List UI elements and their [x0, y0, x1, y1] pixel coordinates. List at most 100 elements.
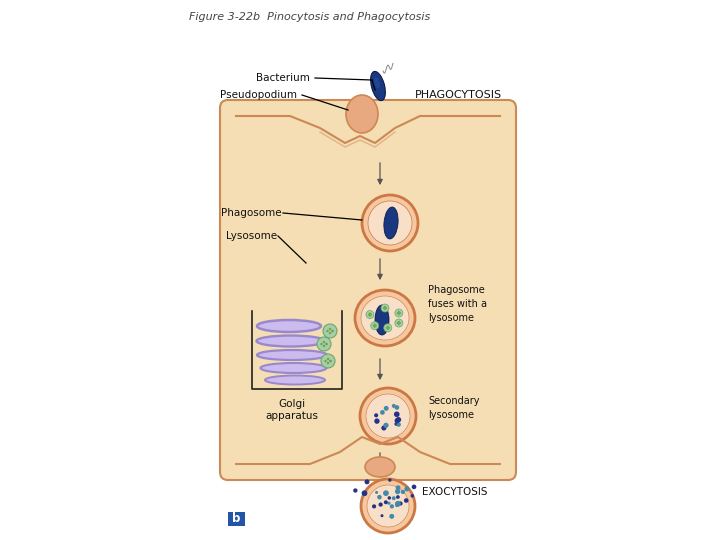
Ellipse shape — [398, 323, 400, 325]
FancyBboxPatch shape — [220, 100, 516, 480]
Ellipse shape — [355, 290, 415, 346]
Ellipse shape — [346, 95, 378, 133]
Ellipse shape — [390, 504, 394, 509]
Ellipse shape — [257, 350, 327, 360]
Ellipse shape — [323, 345, 325, 347]
Ellipse shape — [395, 418, 400, 423]
Ellipse shape — [395, 309, 403, 317]
Ellipse shape — [385, 307, 387, 309]
Ellipse shape — [388, 478, 392, 482]
Ellipse shape — [395, 501, 401, 507]
Ellipse shape — [329, 332, 331, 334]
Ellipse shape — [383, 307, 384, 309]
Ellipse shape — [320, 343, 323, 345]
Ellipse shape — [371, 322, 379, 329]
Ellipse shape — [395, 319, 403, 327]
Text: Phagosome
fuses with a
lysosome: Phagosome fuses with a lysosome — [428, 285, 487, 323]
Ellipse shape — [394, 411, 400, 417]
Ellipse shape — [323, 324, 337, 338]
Ellipse shape — [387, 502, 390, 505]
Ellipse shape — [366, 394, 410, 438]
Ellipse shape — [398, 321, 400, 323]
Ellipse shape — [410, 494, 414, 498]
Ellipse shape — [384, 308, 386, 310]
Text: EXOCYTOSIS: EXOCYTOSIS — [422, 487, 487, 497]
Ellipse shape — [329, 360, 332, 362]
Ellipse shape — [329, 360, 332, 362]
Ellipse shape — [382, 426, 387, 430]
Ellipse shape — [395, 405, 400, 410]
Text: Bacterium: Bacterium — [256, 73, 310, 83]
Ellipse shape — [317, 337, 331, 351]
Ellipse shape — [384, 500, 388, 504]
Ellipse shape — [384, 306, 386, 308]
Ellipse shape — [257, 320, 321, 332]
Ellipse shape — [383, 490, 389, 496]
Ellipse shape — [368, 314, 370, 315]
Ellipse shape — [381, 304, 389, 312]
Ellipse shape — [354, 488, 358, 492]
Text: Lysosome: Lysosome — [226, 231, 277, 241]
Ellipse shape — [395, 489, 400, 494]
Ellipse shape — [401, 490, 405, 494]
Ellipse shape — [374, 323, 376, 326]
Ellipse shape — [404, 498, 408, 503]
Ellipse shape — [384, 207, 398, 239]
Ellipse shape — [331, 330, 333, 332]
Ellipse shape — [370, 314, 372, 315]
Ellipse shape — [361, 479, 415, 533]
Ellipse shape — [375, 305, 389, 335]
Ellipse shape — [412, 484, 416, 489]
Ellipse shape — [384, 406, 389, 411]
Ellipse shape — [329, 328, 331, 330]
Ellipse shape — [362, 195, 418, 251]
Ellipse shape — [374, 326, 376, 328]
Ellipse shape — [398, 502, 402, 505]
Ellipse shape — [325, 343, 328, 345]
Ellipse shape — [395, 422, 398, 426]
Ellipse shape — [326, 330, 329, 332]
Ellipse shape — [360, 388, 416, 444]
Text: Pseudopodium: Pseudopodium — [220, 90, 297, 100]
Ellipse shape — [390, 514, 395, 519]
Ellipse shape — [265, 375, 325, 384]
Ellipse shape — [323, 341, 325, 343]
Ellipse shape — [361, 490, 367, 496]
Ellipse shape — [331, 330, 333, 332]
Text: Phagosome: Phagosome — [221, 208, 282, 218]
Ellipse shape — [396, 485, 400, 490]
Ellipse shape — [388, 327, 390, 329]
Ellipse shape — [375, 491, 378, 494]
Ellipse shape — [380, 410, 384, 415]
Ellipse shape — [371, 71, 385, 100]
Ellipse shape — [387, 496, 391, 500]
Ellipse shape — [398, 311, 400, 313]
Ellipse shape — [327, 362, 329, 364]
Ellipse shape — [368, 201, 412, 245]
Ellipse shape — [374, 413, 378, 417]
Text: Golgi
apparatus: Golgi apparatus — [266, 399, 318, 421]
Ellipse shape — [392, 496, 396, 500]
Text: Secondary
lysosome: Secondary lysosome — [428, 396, 480, 420]
FancyBboxPatch shape — [228, 512, 245, 526]
Ellipse shape — [369, 312, 371, 314]
Ellipse shape — [380, 514, 384, 517]
Ellipse shape — [261, 363, 326, 373]
Ellipse shape — [361, 296, 409, 340]
Ellipse shape — [386, 327, 387, 329]
Ellipse shape — [372, 325, 374, 327]
Ellipse shape — [374, 418, 379, 424]
Ellipse shape — [384, 324, 392, 332]
Ellipse shape — [392, 404, 396, 408]
Ellipse shape — [383, 423, 389, 428]
Text: PHAGOCYTOSIS: PHAGOCYTOSIS — [415, 90, 502, 100]
Ellipse shape — [396, 495, 400, 499]
Ellipse shape — [375, 325, 377, 327]
Ellipse shape — [365, 457, 395, 477]
Ellipse shape — [379, 502, 383, 507]
Text: b: b — [232, 512, 240, 525]
Ellipse shape — [395, 503, 399, 507]
Text: Figure 3-22b  Pinocytosis and Phagocytosis: Figure 3-22b Pinocytosis and Phagocytosi… — [189, 12, 431, 22]
Ellipse shape — [325, 343, 328, 345]
Ellipse shape — [399, 312, 401, 314]
